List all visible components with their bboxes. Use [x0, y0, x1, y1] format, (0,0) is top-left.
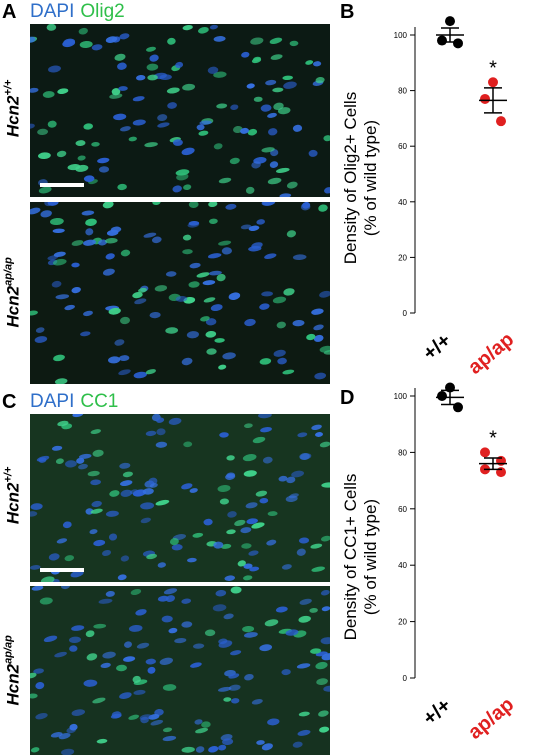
genotype-label-c-bottom: Hcn2ap/ap	[2, 635, 23, 706]
data-point	[453, 38, 463, 49]
y-tick-label-40: 40	[398, 561, 407, 570]
chart-b: 0 20 40 60 80 100 * +/+ ap/ap	[394, 16, 518, 379]
nuclei-group	[30, 414, 330, 582]
nuclei-group	[30, 202, 330, 384]
genotype-label-c-top: Hcn2+/+	[2, 466, 23, 525]
data-point	[488, 77, 498, 88]
y-tick-label-60: 60	[398, 505, 407, 514]
dapi-label: DAPI	[30, 391, 75, 412]
category-label-mutant: ap/ap	[464, 328, 518, 378]
micrograph-c-wildtype	[30, 414, 330, 582]
y-tick-label-100: 100	[394, 392, 408, 401]
micrograph-background	[30, 414, 330, 582]
significance-star: *	[489, 57, 497, 79]
y-tick-label-100: 100	[394, 31, 408, 40]
micrograph-image	[30, 414, 330, 582]
dapi-label: DAPI	[30, 1, 75, 22]
micrograph-image	[30, 586, 330, 755]
category-label-mutant: ap/ap	[464, 693, 518, 743]
panel-letter-c: C	[2, 391, 17, 413]
olig2-label: Olig2	[80, 1, 125, 22]
y-tick-label-0: 0	[403, 309, 408, 318]
chart-d: 0 20 40 60 80 100 * +/+ ap/ap	[394, 382, 518, 744]
scale-bar	[40, 183, 84, 187]
y-tick-label-80: 80	[398, 448, 407, 457]
panel-letter-a: A	[2, 1, 17, 23]
data-point	[480, 447, 490, 458]
nuclei-group	[30, 24, 330, 197]
micrograph-a-wildtype	[30, 24, 330, 197]
y-tick-label-40: 40	[398, 198, 407, 207]
data-point	[480, 93, 490, 104]
category-label-wildtype: +/+	[419, 329, 455, 364]
panel-letter-b: B	[340, 1, 355, 23]
micrograph-c-mutant	[30, 586, 330, 755]
y-tick-label-20: 20	[398, 618, 407, 627]
stain-title-a: DAPI Olig2	[30, 2, 125, 22]
cc1-label: CC1	[80, 391, 119, 412]
y-tick-label-80: 80	[398, 87, 407, 96]
category-label-wildtype: +/+	[419, 694, 455, 729]
stain-title-c: DAPI CC1	[30, 392, 118, 412]
panel-letter-d: D	[340, 387, 355, 409]
data-point	[437, 391, 447, 401]
micrograph-background	[30, 586, 330, 755]
data-point	[445, 16, 455, 27]
data-point	[437, 35, 447, 46]
y-tick-label-60: 60	[398, 142, 407, 151]
significance-star: *	[489, 427, 497, 449]
scale-bar	[40, 568, 84, 572]
micrograph-image	[30, 202, 330, 384]
data-point	[496, 116, 506, 127]
micrograph-image	[30, 24, 330, 197]
y-tick-label-0: 0	[403, 674, 408, 683]
genotype-label-a-bottom: Hcn2ap/ap	[2, 257, 23, 328]
micrograph-a-mutant	[30, 202, 330, 384]
genotype-label-a-top: Hcn2+/+	[2, 79, 23, 138]
y-tick-label-20: 20	[398, 253, 407, 262]
nuclei-group	[30, 586, 330, 755]
